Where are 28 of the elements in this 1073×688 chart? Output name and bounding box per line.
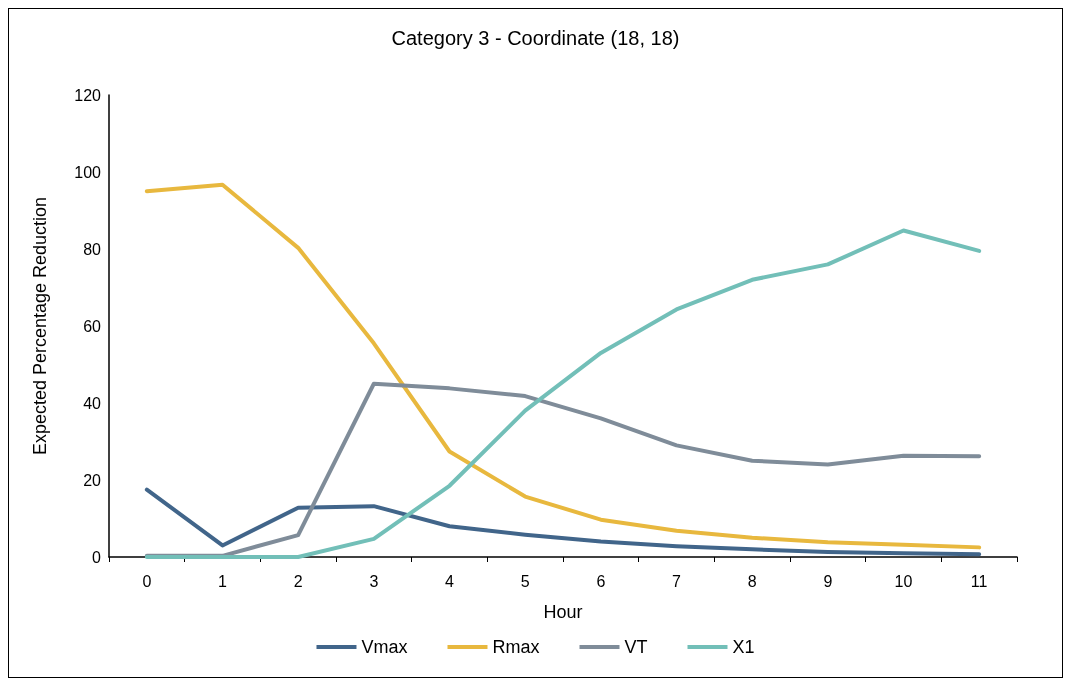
x-tick-label: 3 <box>369 572 379 590</box>
line-series <box>144 381 982 558</box>
y-tick-label: 40 <box>83 394 102 412</box>
y-axis-title: Expected Percentage Reduction <box>30 196 50 456</box>
legend-label: X1 <box>732 637 755 657</box>
y-tick-label: 80 <box>83 240 102 258</box>
y-tick-label: 100 <box>74 163 102 181</box>
y-tick-label: 20 <box>83 471 102 489</box>
x-tick-label: 4 <box>445 572 455 590</box>
x-tick-label: 0 <box>142 572 152 590</box>
x-tick-label: 6 <box>596 572 606 590</box>
y-tick-label: 60 <box>83 317 102 335</box>
x-tick-label: 8 <box>747 572 757 590</box>
line-series <box>144 487 982 557</box>
x-tick-label: 7 <box>672 572 682 590</box>
x-tick-label: 9 <box>823 572 833 590</box>
x-tick-label: 10 <box>894 572 913 590</box>
y-tick-label: 120 <box>74 86 102 104</box>
x-tick-label: 5 <box>520 572 530 590</box>
y-tick-label: 0 <box>92 548 102 566</box>
legend-label: VT <box>624 637 648 657</box>
x-tick-label: 2 <box>293 572 303 590</box>
legend-label: Vmax <box>361 637 408 657</box>
x-axis-title: Hour <box>543 602 583 622</box>
chart-title: Category 3 - Coordinate (18, 18) <box>391 27 680 49</box>
legend-label: Rmax <box>492 637 540 657</box>
x-tick-label: 1 <box>218 572 228 590</box>
x-tick-label: 11 <box>970 572 988 590</box>
